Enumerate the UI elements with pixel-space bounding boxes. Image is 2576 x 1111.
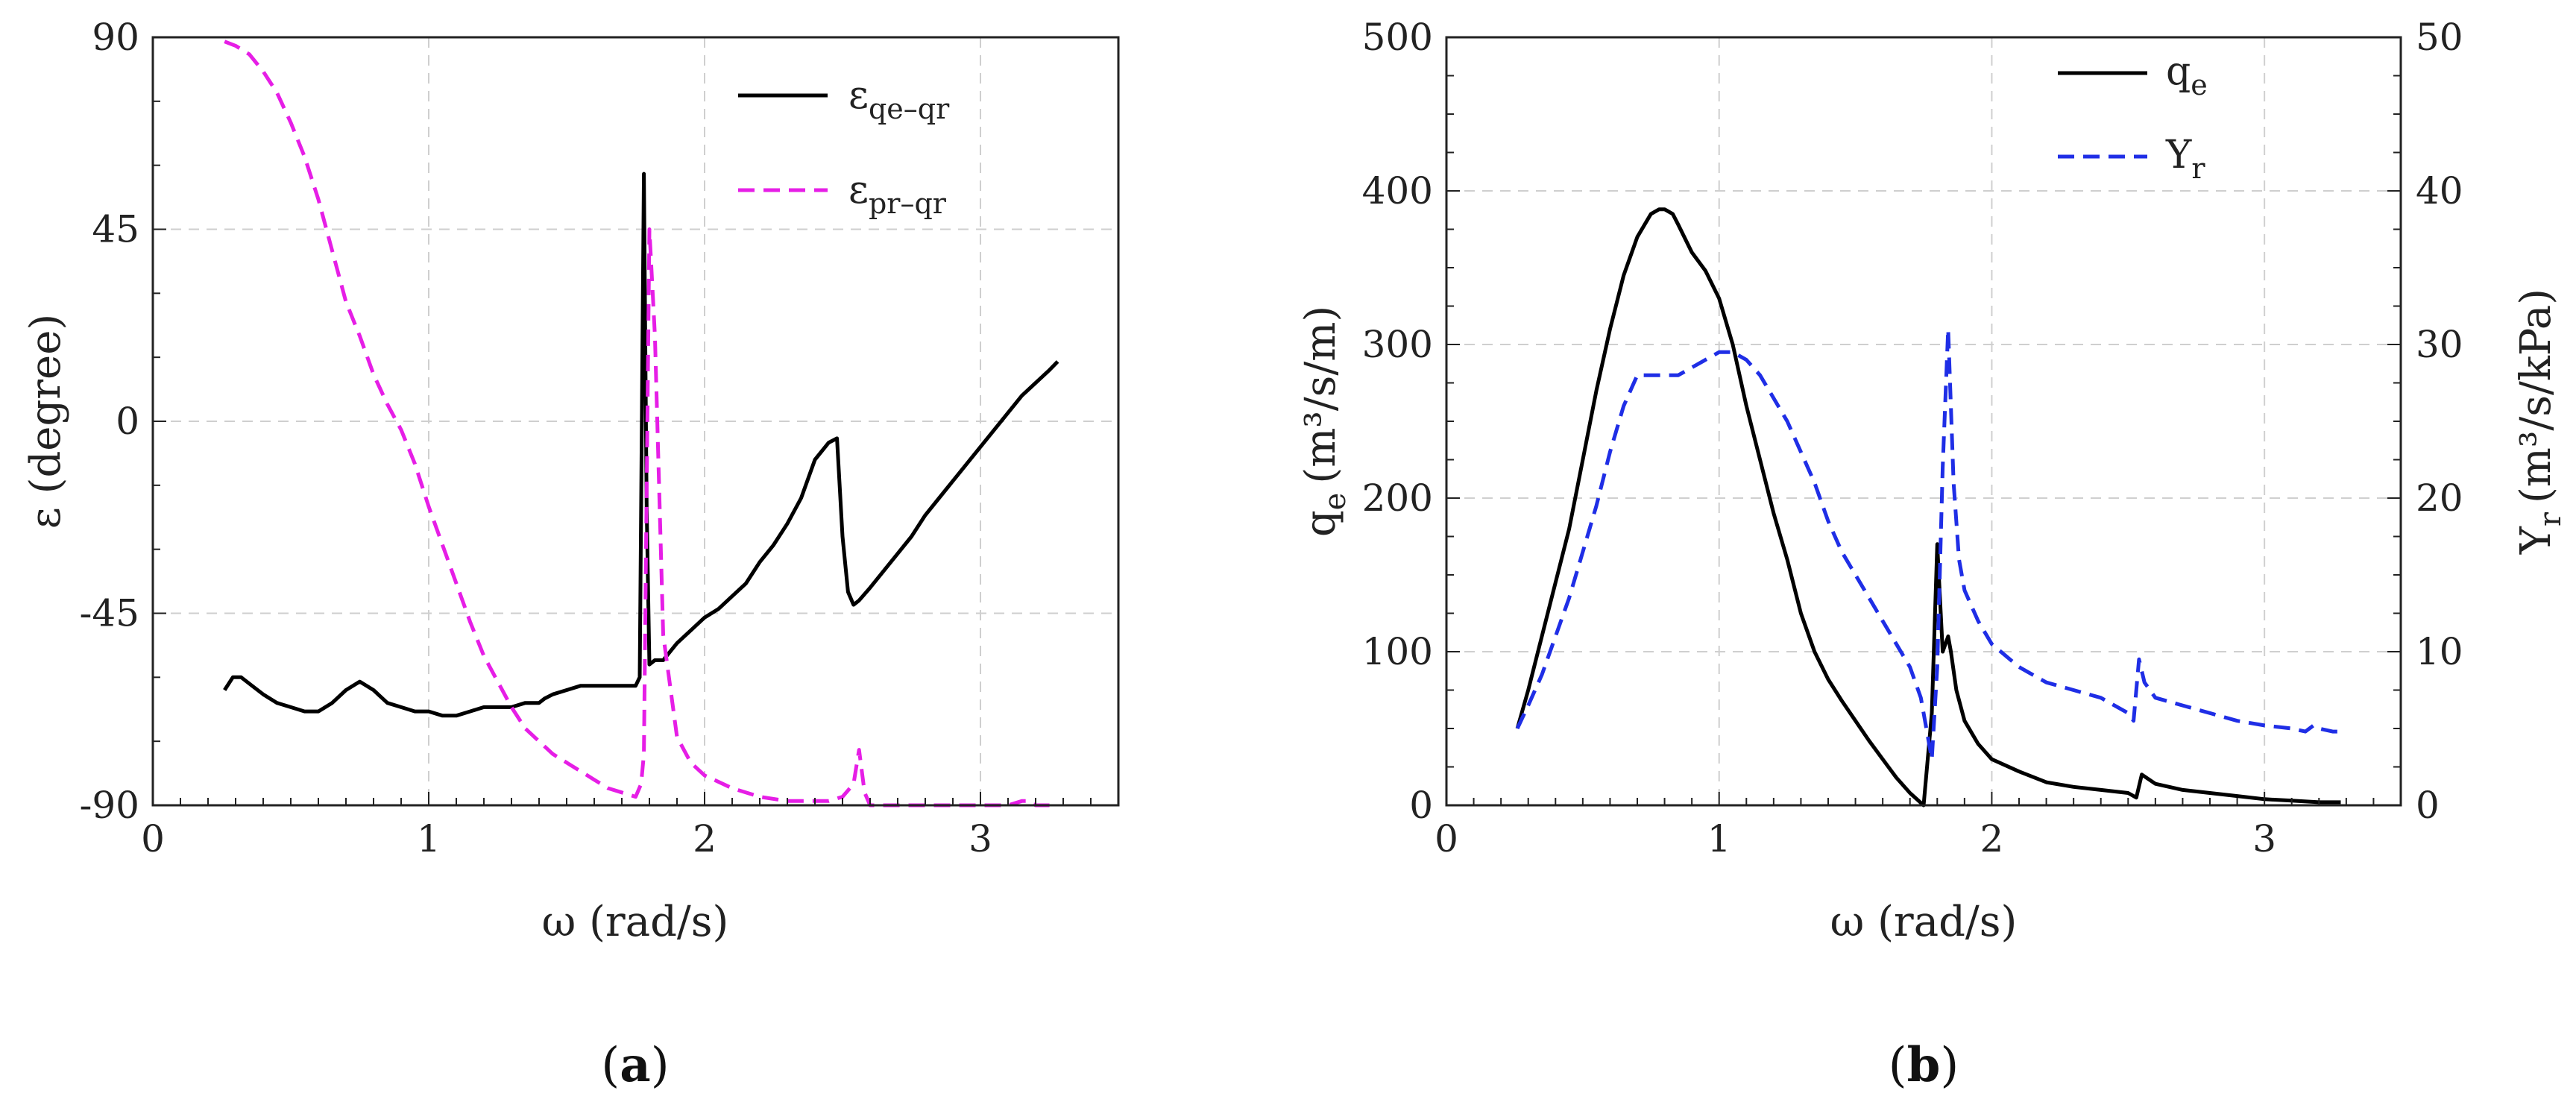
- b-y-tick-label-1: 100: [1362, 630, 1433, 673]
- chart-b-series: [1515, 207, 2341, 808]
- chart-a-legend-label-1: εpr–qr: [848, 168, 947, 220]
- b-right-y-tick-label-3: 30: [2416, 323, 2463, 366]
- chart-a-x-axis-label: ω (rad/s): [542, 898, 729, 946]
- chart-a-y-tick-labels: -90 -45 0 45 90: [79, 16, 139, 827]
- a-y-tick-label-2: 0: [116, 400, 139, 443]
- chart-a-caption: (a): [601, 1037, 669, 1093]
- chart-a-legend-label-0: εqe–qr: [848, 73, 950, 125]
- chart-b-legend-label-0: qe: [2166, 49, 2208, 101]
- b-right-y-tick-label-4: 40: [2416, 169, 2463, 213]
- a-x-tick-label-1: 1: [417, 817, 441, 860]
- b-series-line-1: [1515, 327, 2341, 761]
- chart-b-left-y-axis-label: qe(m³/s/m): [1297, 306, 1352, 537]
- b-x-tick-label-1: 1: [1707, 817, 1731, 860]
- chart-a-y-axis-label: ε (degree): [22, 314, 70, 529]
- chart-a: 0 1 2 3 -90 -45 0 45 90 ω (rad/s) ε (degree) εq…: [22, 16, 1120, 1093]
- b-y-tick-label-5: 500: [1362, 16, 1433, 59]
- chart-a-ticks: [152, 37, 1119, 806]
- a-x-tick-label-3: 3: [969, 817, 992, 860]
- chart-a-legend: εqe–qr εpr–qr: [738, 73, 950, 220]
- b-x-tick-label-2: 2: [1980, 817, 2004, 860]
- a-x-tick-label-2: 2: [693, 817, 717, 860]
- b-y-tick-label-0: 0: [1409, 784, 1433, 827]
- b-right-y-tick-label-0: 0: [2416, 784, 2440, 827]
- b-y-tick-label-4: 400: [1362, 169, 1433, 213]
- a-x-tick-label-0: 0: [141, 817, 165, 860]
- chart-b-legend: qe Yr: [2058, 49, 2208, 185]
- a-y-tick-label-4: 90: [92, 16, 139, 59]
- chart-a-grid: [153, 37, 1118, 805]
- b-y-tick-label-2: 200: [1362, 476, 1433, 520]
- a-series-line-1: [224, 40, 1050, 808]
- chart-b-x-axis-label: ω (rad/s): [1830, 898, 2018, 946]
- chart-b-right-y-axis-label: Yr(m³/s/kPa): [2512, 289, 2568, 555]
- chart-a-x-tick-labels: 0 1 2 3: [141, 817, 992, 860]
- a-y-tick-label-1: -45: [79, 592, 139, 635]
- b-y-tick-label-3: 300: [1362, 323, 1433, 366]
- b-x-tick-label-3: 3: [2252, 817, 2276, 860]
- b-right-y-tick-label-5: 50: [2416, 16, 2463, 59]
- chart-b-x-tick-labels: 0 1 2 3: [1435, 817, 2276, 860]
- b-x-tick-label-0: 0: [1435, 817, 1458, 860]
- a-y-tick-label-0: -90: [79, 784, 139, 827]
- chart-b-legend-label-1: Yr: [2165, 133, 2205, 185]
- chart-a-series: [223, 40, 1059, 808]
- chart-b-right-y-tick-labels: 0 10 20 30 40 50: [2416, 16, 2463, 827]
- b-right-y-tick-label-2: 20: [2416, 476, 2463, 520]
- b-right-y-tick-label-1: 10: [2416, 630, 2463, 673]
- a-series-line-0: [223, 171, 1059, 718]
- a-y-tick-label-3: 45: [92, 208, 139, 251]
- chart-b: 0 1 2 3 0 100 200 300 400 500 0 10 20 30 40 50 ω (rad…: [1297, 16, 2568, 1093]
- b-series-line-0: [1515, 207, 2341, 808]
- chart-b-left-y-tick-labels: 0 100 200 300 400 500: [1362, 16, 1433, 827]
- chart-b-caption: (b): [1889, 1037, 1959, 1093]
- chart-b-ticks: [1446, 37, 2402, 806]
